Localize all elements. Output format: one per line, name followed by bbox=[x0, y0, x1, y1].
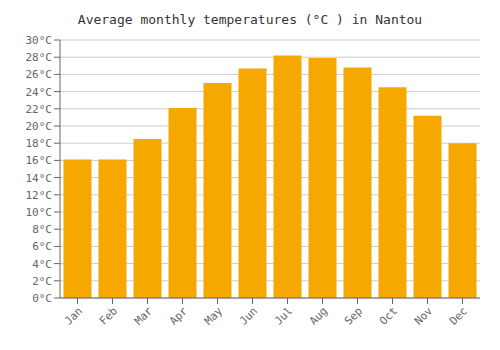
svg-text:Jun: Jun bbox=[237, 304, 260, 327]
svg-text:10°C: 10°C bbox=[26, 206, 53, 219]
svg-text:4°C: 4°C bbox=[32, 258, 52, 271]
svg-text:26°C: 26°C bbox=[26, 68, 53, 81]
svg-text:2°C: 2°C bbox=[32, 275, 52, 288]
svg-text:Oct: Oct bbox=[377, 304, 400, 327]
svg-text:0°C: 0°C bbox=[32, 292, 52, 305]
html-text:Average monthly temperatures (: Average monthly temperatures (°C ) in Na… bbox=[77, 12, 423, 27]
svg-text:Sep: Sep bbox=[342, 304, 365, 327]
svg-text:14°C: 14°C bbox=[26, 172, 53, 185]
svg-text:8°C: 8°C bbox=[32, 223, 52, 236]
svg-text:24°C: 24°C bbox=[26, 86, 53, 99]
svg-text:20°C: 20°C bbox=[26, 120, 53, 133]
svg-text:22°C: 22°C bbox=[26, 103, 53, 116]
svg-text:Dec: Dec bbox=[447, 304, 470, 327]
svg-text:28°C: 28°C bbox=[26, 51, 53, 64]
svg-text:Apr: Apr bbox=[167, 304, 191, 328]
svg-text:12°C: 12°C bbox=[26, 189, 53, 202]
svg-text:Jan: Jan bbox=[62, 304, 85, 327]
svg-text:Mar: Mar bbox=[132, 304, 156, 328]
svg-text:May: May bbox=[202, 304, 226, 328]
svg-text:16°C: 16°C bbox=[26, 154, 53, 167]
svg-text:Feb: Feb bbox=[97, 304, 120, 327]
svg-text:18°C: 18°C bbox=[26, 137, 53, 150]
svg-text:30°C: 30°C bbox=[26, 34, 53, 47]
svg-text:Aug: Aug bbox=[307, 304, 330, 327]
svg-text:6°C: 6°C bbox=[32, 240, 52, 253]
svg-text:Jul: Jul bbox=[272, 304, 295, 327]
svg-text:Nov: Nov bbox=[412, 304, 436, 328]
